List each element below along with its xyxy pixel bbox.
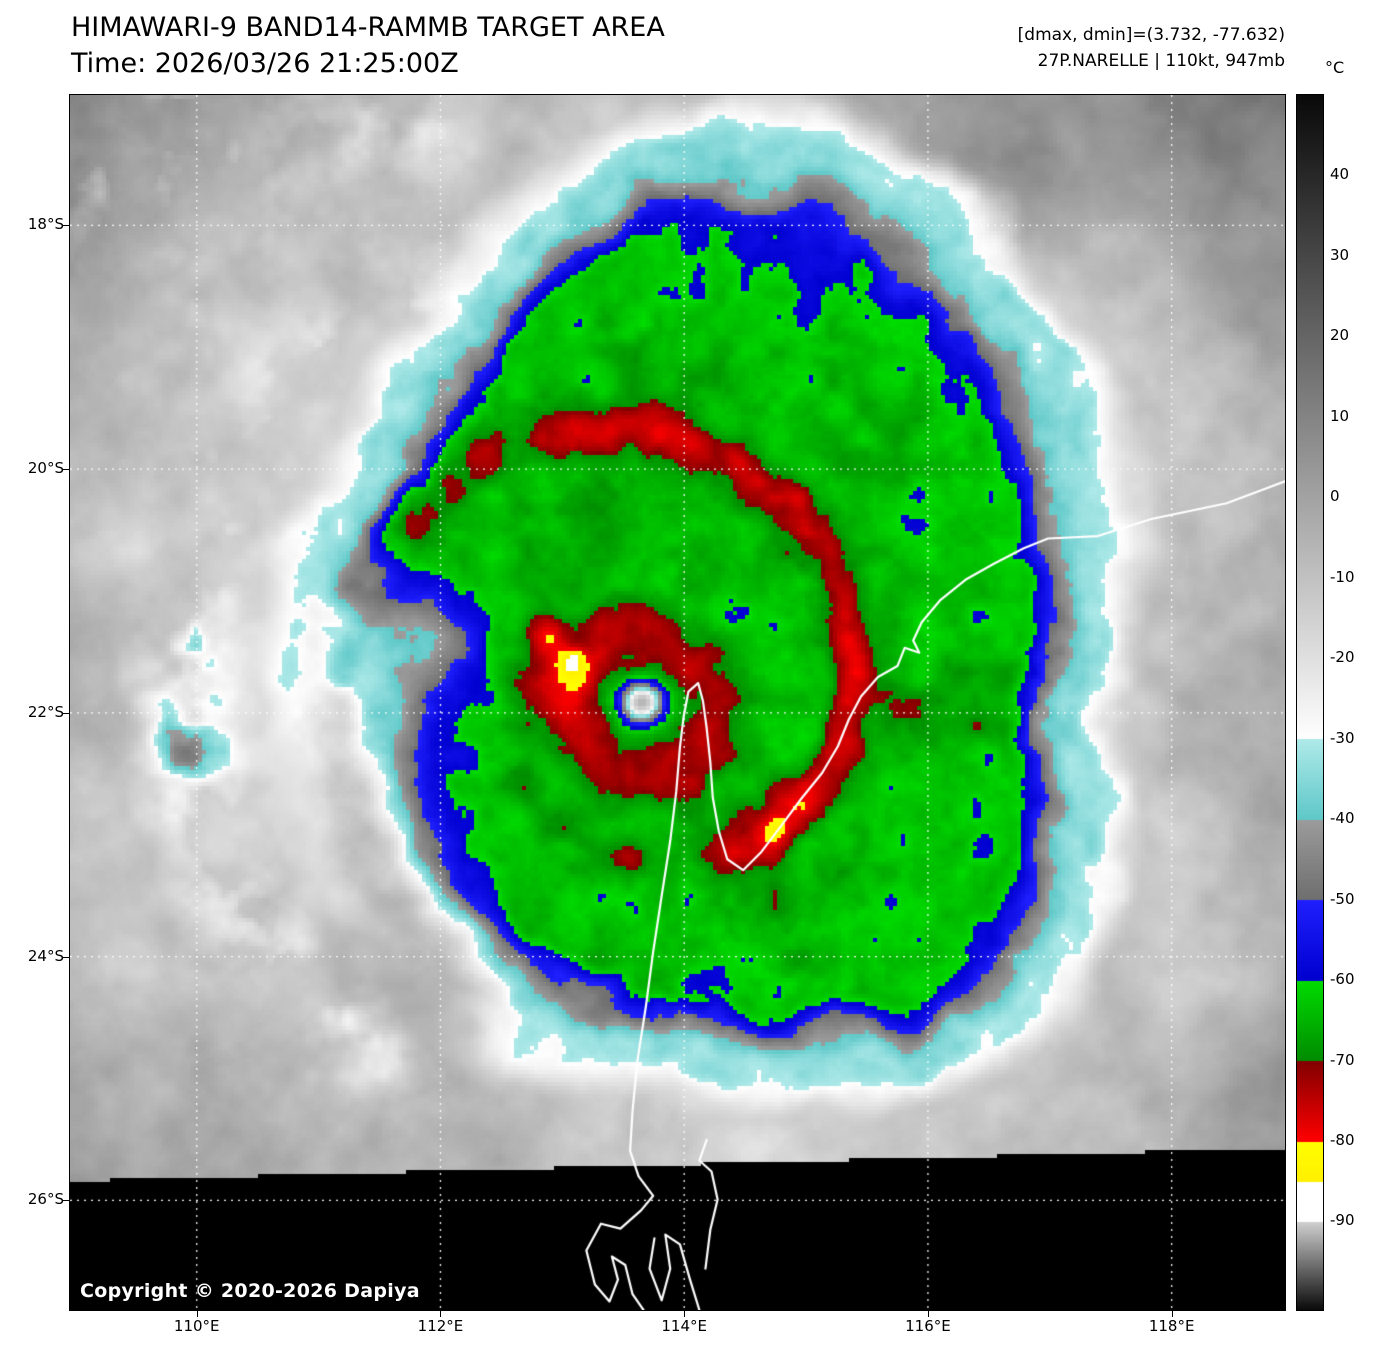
colorbar-tick-label: 40	[1330, 165, 1350, 184]
lon-tick-mark	[196, 1311, 198, 1317]
lon-tick-label: 114°E	[661, 1317, 707, 1335]
colorbar-unit-label: °C	[1325, 58, 1345, 77]
dmax-dmin-readout: [dmax, dmin]=(3.732, -77.632)	[1017, 25, 1285, 45]
colorbar-tick-label: -40	[1330, 809, 1355, 828]
lat-tick-label: 18°S	[27, 215, 64, 234]
colorbar-tick-label: -90	[1330, 1211, 1355, 1230]
lon-tick-mark	[927, 1311, 929, 1317]
lat-tick-mark	[63, 956, 69, 958]
lat-tick-label: 26°S	[27, 1190, 64, 1209]
colorbar-tick-label: -50	[1330, 889, 1355, 908]
colorbar	[1296, 94, 1324, 1311]
storm-info: 27P.NARELLE | 110kt, 947mb	[1037, 51, 1285, 71]
lon-tick-label: 116°E	[905, 1317, 951, 1335]
colorbar-tick-label: -70	[1330, 1050, 1355, 1069]
map-area: Copyright © 2020-2026 Dapiya	[69, 94, 1286, 1311]
lat-tick-mark	[63, 225, 69, 227]
lon-tick-mark	[1171, 1311, 1173, 1317]
colorbar-tick-label: 30	[1330, 245, 1350, 264]
colorbar-tick-label: 0	[1330, 487, 1340, 506]
copyright-watermark: Copyright © 2020-2026 Dapiya	[80, 1280, 420, 1302]
lat-tick-label: 20°S	[27, 459, 64, 478]
lat-tick-label: 24°S	[27, 946, 64, 965]
lat-tick-mark	[63, 1200, 69, 1202]
colorbar-tick-label: -60	[1330, 970, 1355, 989]
satellite-image-canvas	[70, 95, 1285, 1310]
product-title: HIMAWARI-9 BAND14-RAMMB TARGET AREA	[71, 12, 665, 43]
colorbar-tick-label: 10	[1330, 406, 1350, 425]
lat-tick-mark	[63, 469, 69, 471]
lon-tick-mark	[684, 1311, 686, 1317]
lon-tick-label: 118°E	[1148, 1317, 1195, 1335]
colorbar-tick-label: -20	[1330, 648, 1355, 667]
lat-tick-mark	[63, 712, 69, 714]
lat-tick-label: 22°S	[27, 702, 64, 721]
lon-tick-label: 112°E	[417, 1317, 464, 1335]
lon-tick-label: 110°E	[173, 1317, 220, 1335]
timestamp: Time: 2026/03/26 21:25:00Z	[71, 48, 459, 79]
colorbar-tick-label: -30	[1330, 728, 1355, 747]
lon-tick-mark	[440, 1311, 442, 1317]
colorbar-tick-label: -80	[1330, 1131, 1355, 1150]
colorbar-tick-label: -10	[1330, 567, 1355, 586]
colorbar-tick-label: 20	[1330, 326, 1350, 345]
header-right: [dmax, dmin]=(3.732, -77.632) 27P.NARELL…	[1018, 22, 1285, 74]
